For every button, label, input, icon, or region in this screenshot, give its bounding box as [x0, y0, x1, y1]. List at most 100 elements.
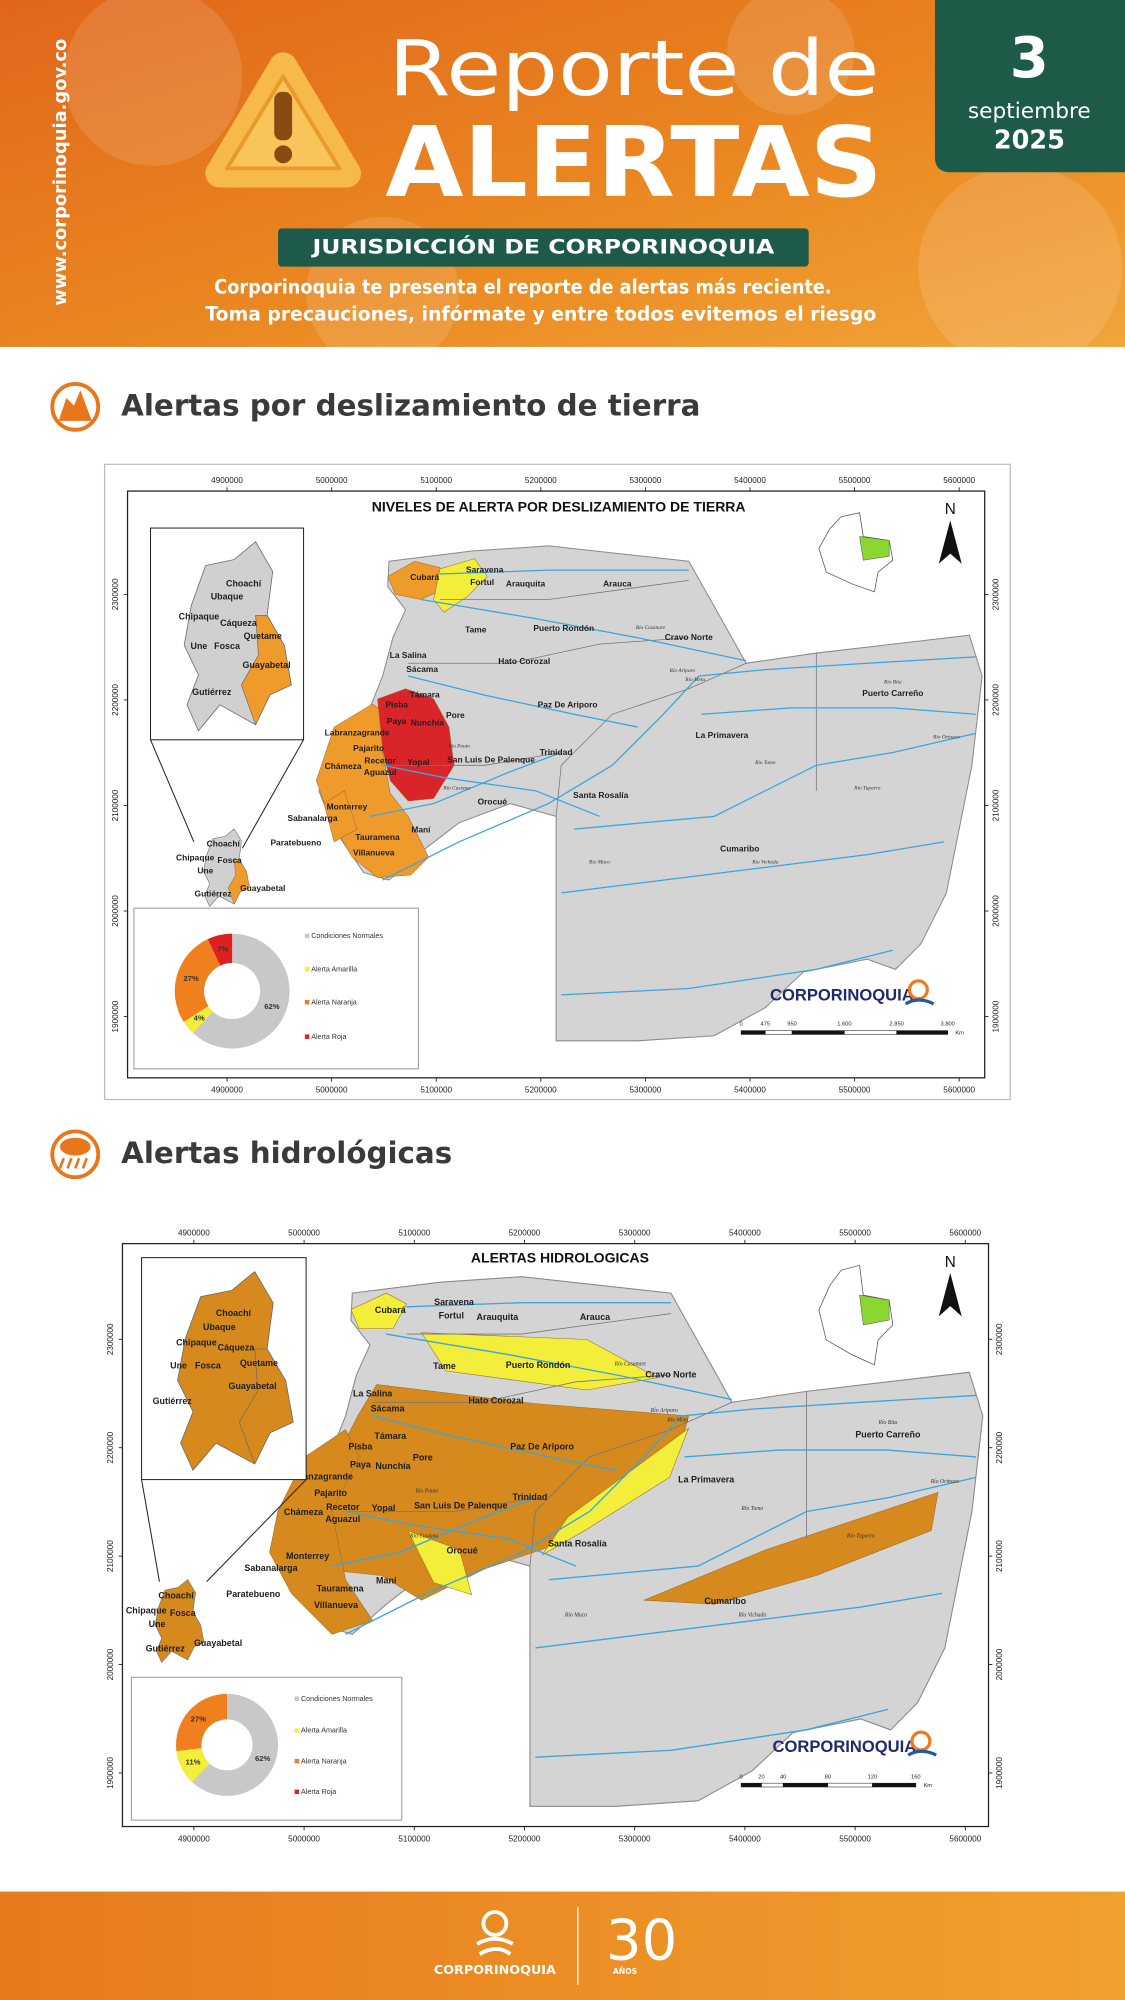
donut-label: 4% — [194, 1013, 205, 1022]
place-label: Trinidad — [513, 1492, 548, 1502]
place-label: Tame — [433, 1361, 456, 1371]
jurisdiction: JURISDICCIÓN DE CORPORINOQUIA — [310, 235, 774, 259]
place-label: Puerto Carreño — [862, 688, 923, 698]
river-label: Río Tuparro — [846, 1533, 875, 1539]
place-label: Pisba — [349, 1442, 374, 1452]
y-tick-label: 2000000 — [106, 1648, 115, 1680]
river-label: Río Tomo — [740, 1506, 763, 1512]
north-arrow — [938, 1272, 962, 1317]
scale-segment — [782, 1782, 829, 1788]
place-label: Chámeza — [284, 1507, 324, 1517]
scale-segment — [740, 1782, 762, 1788]
place-label: Paratebueno — [270, 837, 321, 847]
river-label: Río Vichada — [737, 1613, 766, 1619]
donut-label: 62% — [255, 1754, 270, 1763]
place-label: Arauquita — [477, 1312, 520, 1322]
inset-place-label: Une — [191, 641, 208, 651]
x-tick-label: 5000000 — [288, 1834, 320, 1843]
donut-segment — [176, 1748, 210, 1783]
map-logo-icon — [904, 998, 935, 1006]
place-label: Villanueva — [314, 1600, 359, 1610]
landslide-icon — [50, 382, 101, 432]
place-label: Villanueva — [353, 848, 395, 858]
scale-label: 2.850 — [890, 1022, 904, 1028]
river-label: Río Cusiana — [409, 1533, 438, 1539]
river-label: Río Tuparro — [853, 785, 880, 791]
legend-label: Alerta Amarilla — [311, 965, 357, 973]
place-label: Choachí — [158, 1590, 194, 1600]
alert-zone — [541, 1427, 690, 1556]
river — [420, 598, 747, 662]
place-label: Arauca — [580, 1312, 611, 1322]
inset-place-label: Guayabetal — [243, 660, 291, 670]
place-label: Une — [149, 1619, 166, 1629]
x-tick-label: 5100000 — [398, 1834, 430, 1843]
alert-zone — [433, 558, 488, 613]
scale-segment — [872, 1782, 917, 1788]
anniversary-number: 30 — [606, 1909, 677, 1974]
scale-segment — [896, 1030, 948, 1035]
y-tick-label: 2100000 — [106, 1540, 115, 1572]
river — [408, 675, 638, 728]
place-label: Puerto Carreño — [855, 1429, 921, 1439]
donut-segment — [207, 933, 233, 966]
x-tick-label: 5200000 — [509, 1229, 541, 1238]
x-tick-label: 5400000 — [734, 476, 766, 485]
scale-segment — [844, 1030, 897, 1035]
place-label: Cumaribo — [704, 1596, 746, 1606]
place-label: Arauquita — [506, 578, 546, 588]
river-label: Río Meta — [666, 1417, 688, 1423]
y-tick-label: 1900000 — [106, 1757, 115, 1789]
x-tick-label: 5600000 — [949, 1834, 981, 1843]
place-label: Orocué — [478, 797, 508, 807]
legend-label: Alerta Naranja — [311, 998, 357, 1006]
legend-swatch — [304, 1034, 310, 1039]
x-tick-label: 5100000 — [398, 1229, 430, 1238]
section-heading: Alertas por deslizamiento de tierra — [121, 388, 700, 422]
x-tick-label: 5000000 — [288, 1229, 320, 1238]
place-label: Labranzagrande — [284, 1472, 353, 1482]
scale-unit: Km — [923, 1783, 932, 1789]
place-label: Tauramena — [317, 1584, 365, 1594]
river — [331, 1497, 536, 1567]
river — [535, 1592, 943, 1649]
inset-alert — [240, 614, 292, 726]
inset-link — [141, 1479, 160, 1582]
x-tick-label: 5300000 — [619, 1834, 651, 1843]
river-label: Río Ariporo — [650, 1408, 678, 1414]
alert-zone — [269, 1429, 374, 1635]
y-tick-label: 2200000 — [106, 1431, 115, 1463]
cundinamarca-alert — [227, 858, 250, 905]
legend-swatch — [294, 1696, 300, 1701]
legend-swatch — [304, 933, 310, 939]
place-label: Labranzagrande — [325, 728, 390, 738]
place-label: Paz De Ariporo — [538, 700, 598, 710]
map-geography: Río Casanare Río Ariporo Río Meta Río Bita R… — [126, 1276, 984, 1807]
neatline — [126, 490, 986, 1079]
x-tick-label: 4900000 — [211, 476, 243, 485]
place-label: Santa Rosalía — [548, 1539, 608, 1549]
x-tick-label: 5000000 — [316, 476, 348, 485]
x-tick-label: 5000000 — [316, 1086, 348, 1095]
place-label: Nunchía — [411, 717, 444, 727]
y-tick-label: 2100000 — [995, 1540, 1004, 1572]
x-tick-label: 5200000 — [525, 476, 557, 485]
y-tick-label: 2100000 — [111, 789, 120, 821]
x-tick-label: 4900000 — [178, 1229, 210, 1238]
place-label: Fortul — [439, 1311, 464, 1321]
x-tick-label: 5500000 — [839, 1086, 871, 1095]
place-label: Santa Rosalía — [573, 790, 628, 800]
alert-zone — [350, 1292, 407, 1329]
place-label: Choachí — [207, 839, 241, 849]
boundary — [440, 579, 689, 600]
donut-label: 62% — [264, 1002, 279, 1011]
river — [701, 707, 976, 715]
place-label: Chámeza — [325, 761, 362, 771]
map-geography: Río Casanare Río Ariporo Río Meta Río Bita R… — [176, 545, 983, 1042]
place-label: Hato Corozal — [468, 1395, 523, 1405]
scale-label: 120 — [868, 1774, 878, 1780]
scale-label: 40 — [780, 1774, 786, 1780]
y-tick-label: 2200000 — [991, 684, 1000, 716]
